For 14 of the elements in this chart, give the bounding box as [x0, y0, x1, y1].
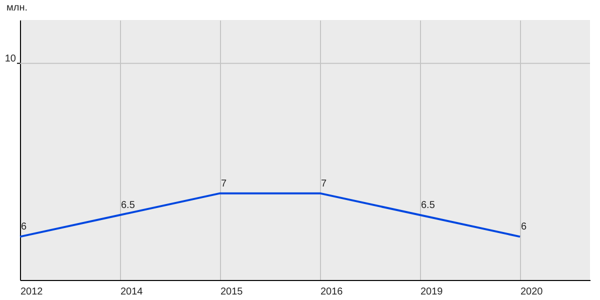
x-tick-label: 2015	[220, 286, 244, 298]
x-tick-label: 2016	[320, 286, 344, 298]
y-axis-title: млн.	[6, 2, 28, 14]
x-tick-label: 2019	[420, 286, 444, 298]
data-label: 6.5	[121, 200, 136, 211]
ref-line-label: 10	[4, 53, 16, 64]
data-label: 6	[521, 222, 527, 233]
x-tick-label: 2014	[120, 286, 144, 298]
data-label: 7	[221, 178, 227, 190]
data-label: 6	[21, 222, 27, 233]
data-label: 6.5	[421, 200, 436, 211]
x-tick-label: 2012	[20, 286, 44, 298]
data-label: 7	[321, 178, 327, 190]
x-tick-label: 2020	[520, 286, 544, 298]
